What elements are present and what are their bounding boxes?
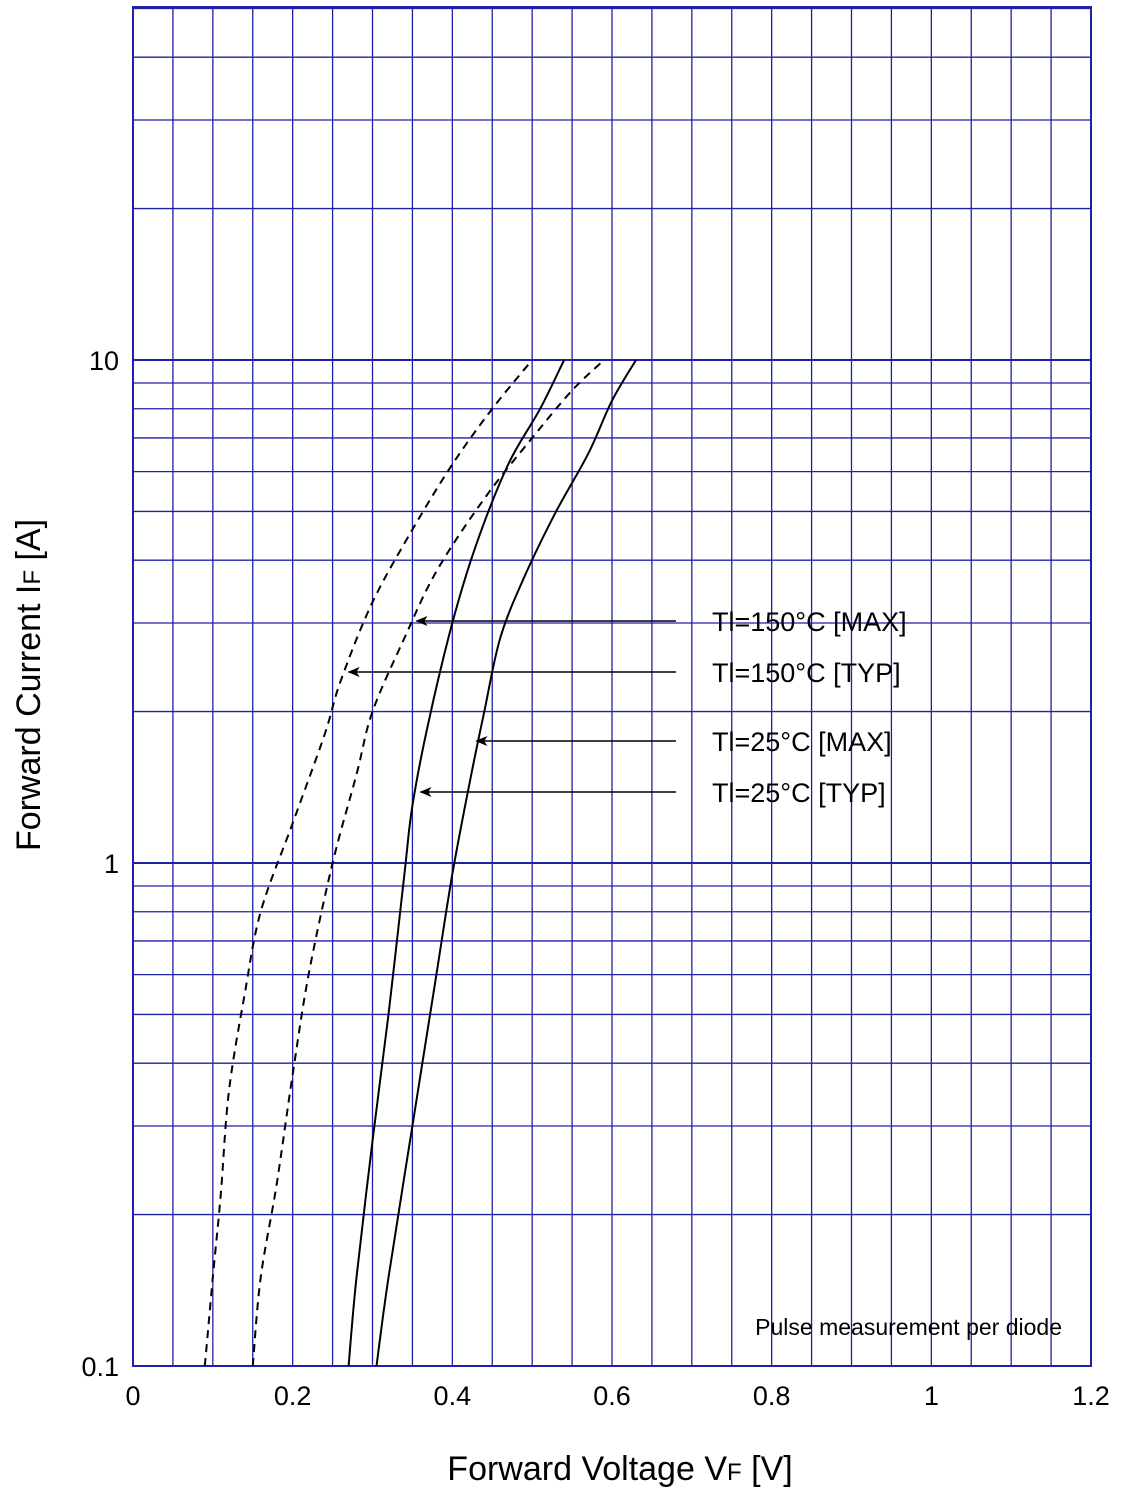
annotation-label: Tl=25°C [MAX] [712, 727, 892, 757]
note-label: Pulse measurement per diode [755, 1314, 1062, 1340]
x-tick-label: 1 [924, 1381, 939, 1411]
x-axis-title: Forward Voltage VF [V] [447, 1450, 792, 1488]
x-tick-label: 0.2 [274, 1381, 312, 1411]
x-tick-label: 1.2 [1072, 1381, 1110, 1411]
x-tick-label: 0.6 [593, 1381, 631, 1411]
annotation-label: Tl=25°C [TYP] [712, 778, 886, 808]
y-axis-title: Forward Current IF [A] [10, 519, 48, 851]
y-tick-label: 0.1 [81, 1352, 119, 1382]
grid [132, 6, 1092, 1367]
y-tick-label: 1 [104, 849, 119, 879]
plot-frame [132, 6, 1092, 1367]
series-line [375, 359, 637, 1367]
tick-labels: 0 0.2 0.4 0.6 0.8 1 1.2 0.1 1 10 [81, 346, 1109, 1411]
x-tick-label: 0 [125, 1381, 140, 1411]
annotation-label: Tl=150°C [MAX] [712, 607, 907, 637]
y-tick-label: 10 [89, 346, 119, 376]
series-line [347, 359, 565, 1367]
annotation-label: Tl=150°C [TYP] [712, 658, 901, 688]
x-tick-label: 0.4 [434, 1381, 472, 1411]
series-line [251, 359, 605, 1367]
x-tick-label: 0.8 [753, 1381, 791, 1411]
series-line [203, 359, 533, 1367]
annotations: Tl=150°C [MAX] Tl=150°C [TYP] Tl=25°C [MAX… [347, 607, 907, 808]
curves [203, 359, 637, 1367]
